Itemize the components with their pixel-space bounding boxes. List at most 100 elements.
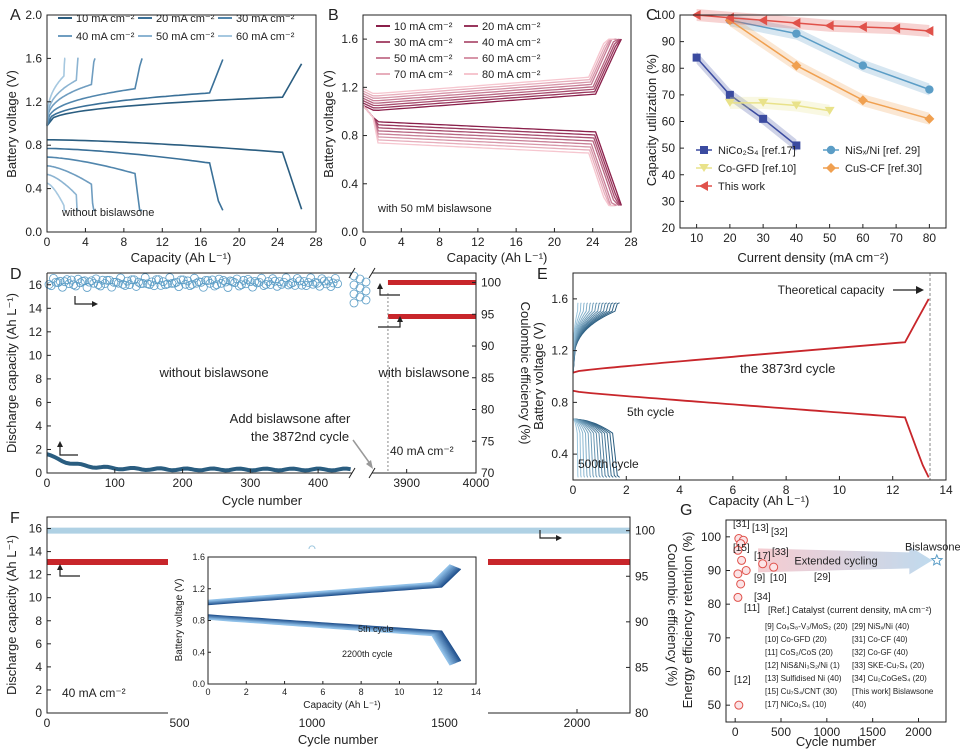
panel-g-x-tick: 500: [771, 725, 791, 739]
panel-f-y-tick: 8: [35, 614, 42, 628]
ce-point-without: [261, 279, 271, 289]
panel-d-x-tick: 3900: [393, 476, 420, 490]
reference-label: [34]: [754, 592, 771, 603]
arrow-head: [57, 441, 63, 447]
legend-entry: [9] Co₉S₈-V₃/MoS₂ (20): [765, 622, 848, 631]
charge-curve-early: [572, 302, 604, 374]
panel-f-x-tick: 500: [169, 716, 189, 730]
panel-e-x-tick: 0: [570, 483, 577, 497]
ce-point-without: [304, 278, 313, 287]
legend-entry: [29] NiSₓ/Ni (40): [852, 622, 910, 631]
annotation-arrow: [352, 439, 372, 466]
ce-point-without: [145, 280, 155, 289]
panel-a-ylabel: Battery voltage (V): [4, 70, 19, 178]
legend-label: This work: [718, 181, 766, 193]
legend-marker: [699, 164, 709, 172]
ce-point-without: [138, 279, 148, 288]
ce-point-without: [266, 280, 275, 289]
reference-point: [758, 559, 768, 569]
legend-entry: [13] Sulfidised Ni (40): [765, 674, 842, 683]
legend-label: 20 mA cm⁻²: [156, 13, 215, 25]
ce-point-without: [71, 281, 81, 291]
legend-label: 70 mA cm⁻²: [394, 69, 453, 81]
data-point: [857, 21, 867, 32]
ce-point-without: [192, 278, 202, 288]
ce-point-without: [87, 276, 96, 286]
charge-curve: [362, 38, 622, 109]
inset-x-tick: 14: [471, 687, 481, 697]
panel-b-x-tick: 28: [624, 235, 638, 249]
reference-point: [734, 700, 744, 710]
panel-d-x-tick: 4000: [463, 476, 490, 490]
panel-f-x-tick: 1000: [299, 716, 326, 730]
ce-point-without: [172, 277, 181, 287]
legend-title: [Ref.] Catalyst (current density, mA cm⁻…: [768, 605, 932, 615]
panel-label-e: E: [537, 266, 548, 283]
data-point: [791, 60, 802, 71]
panel-a-xlabel: Capacity (Ah L⁻¹): [131, 250, 232, 265]
ce-point-without: [149, 281, 159, 291]
panel-e-x-tick: 4: [676, 483, 683, 497]
panel-d-y-tick: 0: [35, 466, 42, 480]
panel-a-y-tick: 2.0: [25, 8, 42, 22]
charge-curve: [46, 63, 303, 127]
panel-d-y2-tick: 95: [481, 307, 495, 321]
discharge-curve: [362, 104, 617, 207]
charge-curve: [362, 38, 620, 107]
ce-point-without: [319, 276, 329, 286]
legend-marker: [699, 181, 708, 191]
panel-label-d: D: [10, 266, 22, 283]
legend-label: 50 mA cm⁻²: [156, 31, 215, 43]
ce-point-without: [102, 275, 112, 285]
panel-e-frame: [572, 272, 947, 481]
ce-point-without: [178, 275, 188, 285]
panel-g-x-tick: 0: [732, 725, 739, 739]
panel-e-y-tick: 1.2: [551, 344, 568, 358]
data-point: [924, 25, 934, 36]
ce-point-without: [306, 273, 316, 283]
ce-point-without: [272, 281, 282, 291]
panel-d-xlabel: Cycle number: [222, 493, 303, 508]
reference-point: [733, 569, 743, 579]
panel-f-ylabel: Discharge capacity (Ah L⁻¹): [4, 535, 19, 695]
panel-d-y-tick: 4: [35, 419, 42, 433]
panel-a-y-tick: 0.0: [25, 225, 42, 239]
panel-e-x-tick: 8: [783, 483, 790, 497]
inset-y-tick: 0.8: [192, 616, 205, 626]
ce-point-without: [330, 274, 340, 283]
discharge-curve: [46, 182, 66, 212]
panel-b-x-tick: 8: [436, 235, 443, 249]
ce-point-without: [228, 277, 237, 287]
panel-g-frame: [725, 519, 947, 723]
panel-g-y-tick: 90: [708, 564, 722, 578]
panel-f-x-tick: 0: [44, 716, 51, 730]
ce-point-without: [91, 274, 101, 284]
panel-a-y-tick: 1.2: [25, 95, 42, 109]
panel-f-x-tick: 1500: [431, 716, 458, 730]
panel-c-x-tick: 70: [889, 231, 903, 245]
legend-label: NiCo₂S₄ [ref.17]: [718, 145, 796, 157]
data-point: [791, 101, 802, 110]
panel-d-y2-tick: 100: [481, 276, 501, 290]
panel-f-y-tick: 2: [35, 683, 42, 697]
ce-point-without: [134, 277, 143, 287]
legend-entry: [15] Cu₇S₄/CNT (30): [765, 687, 837, 696]
ce-point-without: [361, 277, 371, 287]
legend-entry: [10] Co-GFD (20): [765, 635, 827, 644]
panel-d-y-tick: 2: [35, 442, 42, 456]
data-point: [824, 20, 834, 31]
panel-d-y2-tick: 85: [481, 371, 495, 385]
arrow-head: [397, 316, 403, 322]
panel-label-f: F: [10, 510, 20, 527]
panel-label-a: A: [10, 7, 21, 24]
panel-d-ylabel: Discharge capacity (Ah L⁻¹): [4, 293, 19, 453]
panel-a-x-tick: 0: [44, 235, 51, 249]
panel-a-x-tick: 20: [232, 235, 246, 249]
discharge-curve: [362, 104, 615, 207]
ce-point-without: [140, 273, 150, 282]
legend-entry: [This work] Bislawsone: [852, 687, 934, 696]
ce-point-without: [219, 276, 228, 285]
panel-c-ylabel: Capacity utilization (%): [644, 54, 659, 186]
ce-point-without: [275, 277, 284, 287]
